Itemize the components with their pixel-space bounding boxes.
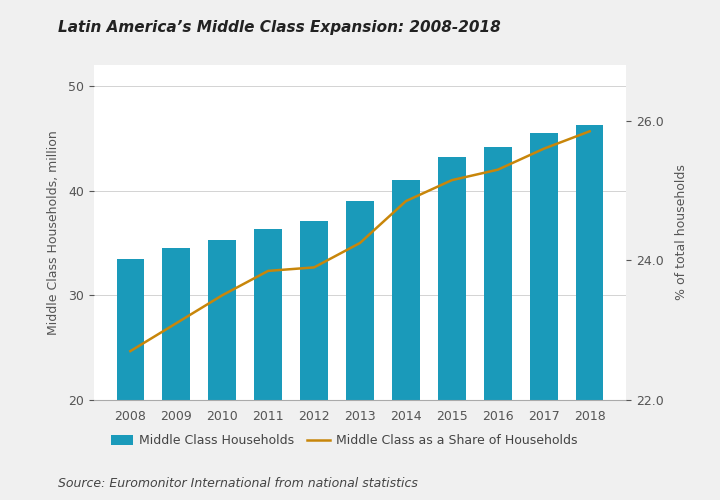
Bar: [484, 146, 512, 500]
Bar: [438, 157, 466, 500]
Text: Source: Euromonitor International from national statistics: Source: Euromonitor International from n…: [58, 477, 418, 490]
Bar: [300, 221, 328, 500]
Y-axis label: Middle Class Households, million: Middle Class Households, million: [47, 130, 60, 335]
Bar: [576, 124, 603, 500]
Legend: Middle Class Households, Middle Class as a Share of Households: Middle Class Households, Middle Class as…: [106, 430, 582, 452]
Text: Latin America’s Middle Class Expansion: 2008-2018: Latin America’s Middle Class Expansion: …: [58, 20, 500, 35]
Y-axis label: % of total households: % of total households: [675, 164, 688, 300]
Bar: [208, 240, 236, 500]
Bar: [163, 248, 190, 500]
Bar: [530, 133, 557, 500]
Bar: [346, 201, 374, 500]
Bar: [254, 230, 282, 500]
Bar: [392, 180, 420, 500]
Bar: [117, 258, 144, 500]
